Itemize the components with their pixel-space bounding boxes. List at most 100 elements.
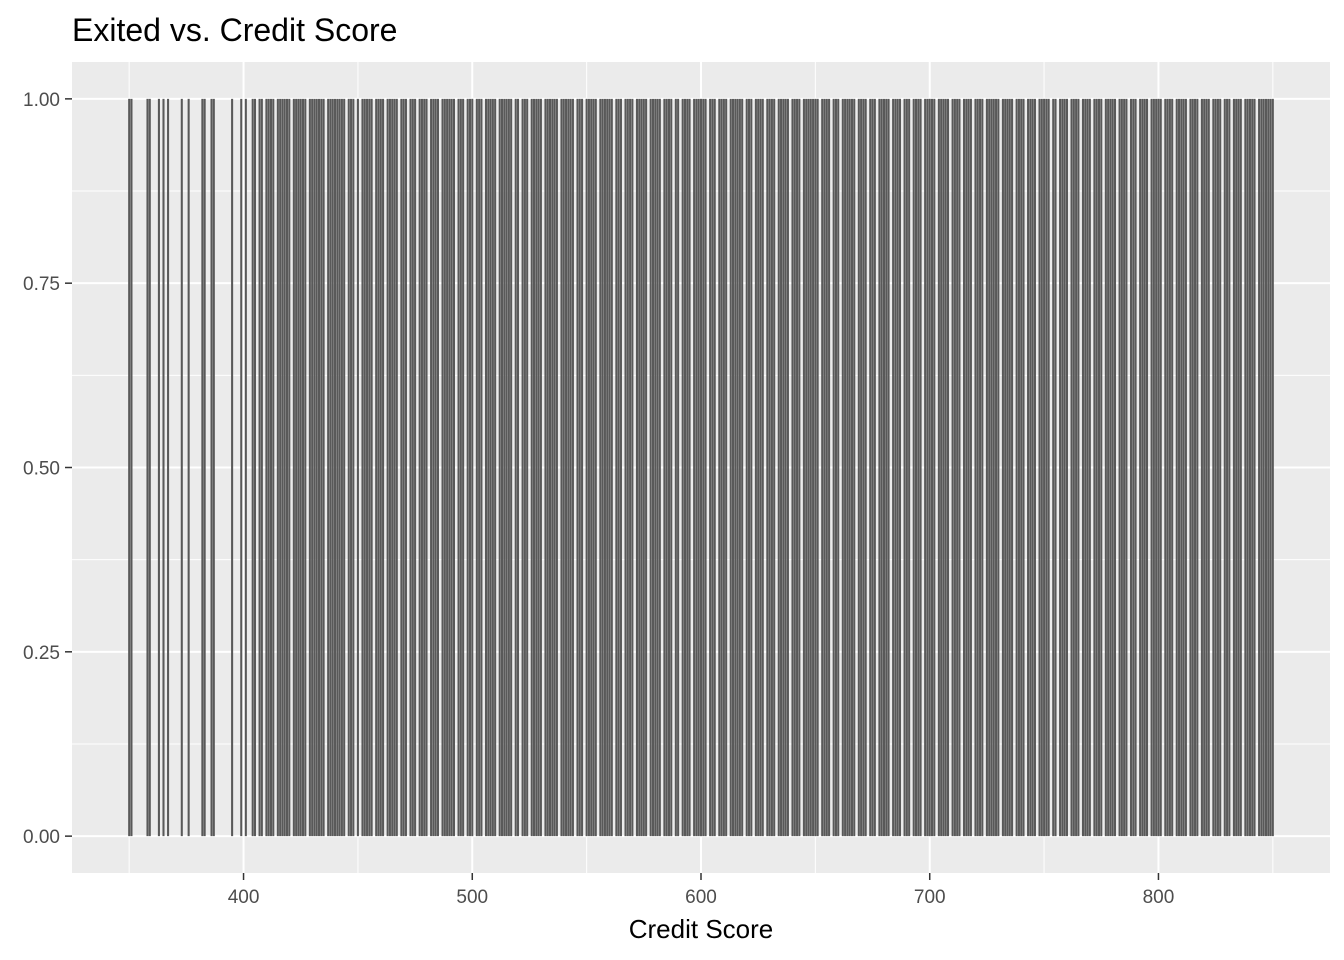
bar [606,98,609,837]
bar [862,98,865,837]
bar [722,98,725,837]
bar [423,98,426,837]
bar [729,98,732,837]
bar [1191,98,1194,837]
bar [667,98,671,837]
bar [562,98,565,837]
bar [1008,98,1011,837]
bar [821,98,824,837]
bar [1219,98,1222,837]
bar [757,98,760,837]
bar [507,98,510,837]
bar [1237,98,1240,837]
bar [1166,98,1169,837]
bar [576,98,579,837]
bar [1033,98,1036,837]
bar [510,98,513,837]
bar [1182,98,1185,837]
bar [555,98,558,837]
bar [1063,98,1066,837]
bar [617,98,620,837]
bar [180,98,183,837]
bar [1164,98,1167,837]
bar [828,98,831,837]
bar [571,98,574,837]
bar [677,98,680,837]
bar [1075,98,1078,837]
bar [761,98,764,837]
bar [807,98,810,837]
bar [311,98,314,837]
bar [409,98,412,837]
bar [1239,98,1242,837]
x-tick-label: 800 [1143,887,1175,908]
bar [951,98,954,837]
bar [686,98,689,837]
bar [265,98,268,837]
bar [327,98,330,837]
x-tick-label: 400 [228,887,260,908]
bar [1054,98,1057,837]
bar [1159,98,1162,837]
bar [260,98,263,837]
bar [1031,98,1034,837]
bar [1113,98,1117,837]
bar [1196,98,1199,837]
bar [846,98,849,837]
bar [850,98,853,837]
bar [549,98,552,837]
bar [285,98,289,837]
bar [702,98,705,837]
bar [1178,98,1181,837]
bar [917,98,920,837]
bar [187,98,190,837]
bar [530,98,533,837]
bar [651,98,654,837]
bar [631,98,634,837]
bar [1095,98,1098,837]
bar [658,98,661,837]
bar [471,98,474,837]
bar [480,98,483,837]
bar [350,98,353,837]
bar [1086,98,1089,837]
bar [283,98,286,837]
bar [535,98,538,837]
bar [1244,98,1247,837]
bar [1001,98,1004,837]
bar [1022,98,1025,837]
bar [313,98,316,837]
bar [585,98,588,837]
bar [773,98,776,837]
bar [1043,98,1046,837]
bar [388,98,391,837]
bar [1168,98,1171,837]
bar [1052,98,1055,837]
bar [450,98,453,837]
bar [130,98,133,837]
bar [873,98,876,837]
bar [958,98,961,837]
bar [610,98,613,837]
bar [544,98,547,837]
bar [251,98,254,837]
bar [848,98,851,837]
bar [375,98,378,837]
bar [974,98,977,837]
bar [336,98,339,837]
bar [514,98,517,837]
bar [1015,98,1018,837]
bar [908,98,911,837]
bar [725,98,728,837]
chart-title: Exited vs. Credit Score [72,12,397,48]
bar [1038,98,1041,837]
bar [1271,98,1274,837]
bar [736,98,739,837]
bar [1125,98,1128,837]
bar [1223,98,1226,837]
bar [592,98,595,837]
bar [338,98,341,837]
bar [930,98,934,837]
bar [1145,98,1149,837]
bar [148,98,151,837]
